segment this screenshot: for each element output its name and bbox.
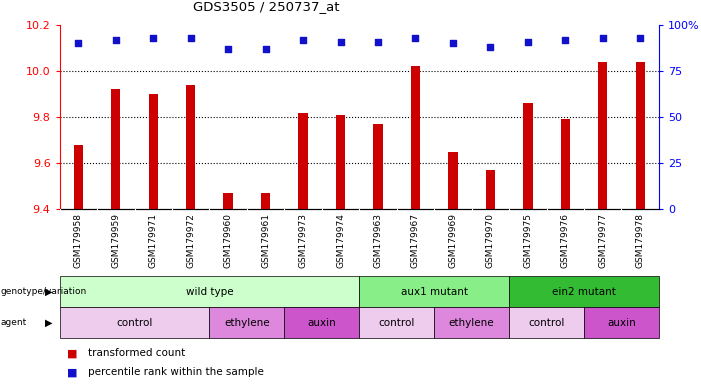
Text: GSM179970: GSM179970 — [486, 213, 495, 268]
Bar — [598, 62, 608, 209]
Point — [73, 40, 84, 46]
Text: auxin: auxin — [308, 318, 336, 328]
Bar — [359, 276, 509, 307]
Point — [297, 36, 308, 43]
Point — [110, 36, 121, 43]
Point — [522, 38, 533, 45]
Bar — [584, 307, 659, 338]
Text: GSM179973: GSM179973 — [299, 213, 308, 268]
Text: auxin: auxin — [607, 318, 636, 328]
Bar — [509, 276, 659, 307]
Text: ein2 mutant: ein2 mutant — [552, 287, 616, 297]
Text: percentile rank within the sample: percentile rank within the sample — [88, 367, 264, 377]
Bar — [636, 62, 645, 209]
Text: agent: agent — [1, 318, 27, 327]
Point — [185, 35, 196, 41]
Text: GSM179974: GSM179974 — [336, 213, 345, 268]
Bar — [486, 170, 495, 209]
Point — [222, 46, 233, 52]
Bar — [448, 152, 458, 209]
Point — [447, 40, 458, 46]
Text: GSM179961: GSM179961 — [261, 213, 270, 268]
Text: GSM179960: GSM179960 — [224, 213, 233, 268]
Text: GSM179972: GSM179972 — [186, 213, 195, 268]
Bar — [523, 103, 533, 209]
Text: GSM179978: GSM179978 — [636, 213, 645, 268]
Text: GSM179975: GSM179975 — [524, 213, 532, 268]
Point — [485, 44, 496, 50]
Point — [410, 35, 421, 41]
Bar — [74, 145, 83, 209]
Bar — [411, 66, 420, 209]
Bar — [509, 307, 584, 338]
Point — [634, 35, 646, 41]
Point — [597, 35, 608, 41]
Text: ▶: ▶ — [45, 287, 53, 297]
Text: control: control — [116, 318, 153, 328]
Text: control: control — [529, 318, 565, 328]
Bar — [285, 307, 359, 338]
Text: transformed count: transformed count — [88, 348, 185, 358]
Point — [148, 35, 159, 41]
Bar — [561, 119, 570, 209]
Text: ethylene: ethylene — [224, 318, 270, 328]
Text: GSM179958: GSM179958 — [74, 213, 83, 268]
Text: aux1 mutant: aux1 mutant — [401, 287, 468, 297]
Text: control: control — [379, 318, 415, 328]
Text: GSM179971: GSM179971 — [149, 213, 158, 268]
Text: ■: ■ — [67, 348, 77, 358]
Text: GSM179976: GSM179976 — [561, 213, 570, 268]
Bar — [299, 113, 308, 209]
Text: wild type: wild type — [186, 287, 233, 297]
Bar — [359, 307, 434, 338]
Bar — [111, 89, 121, 209]
Bar — [261, 193, 271, 209]
Point — [260, 46, 271, 52]
Point — [559, 36, 571, 43]
Text: genotype/variation: genotype/variation — [1, 287, 87, 296]
Bar — [336, 115, 345, 209]
Bar — [60, 307, 210, 338]
Text: GSM179959: GSM179959 — [111, 213, 121, 268]
Bar — [60, 276, 359, 307]
Bar — [374, 124, 383, 209]
Text: GDS3505 / 250737_at: GDS3505 / 250737_at — [193, 0, 339, 13]
Bar — [434, 307, 509, 338]
Text: GSM179977: GSM179977 — [598, 213, 607, 268]
Point — [335, 38, 346, 45]
Bar — [224, 193, 233, 209]
Text: GSM179963: GSM179963 — [374, 213, 383, 268]
Text: ■: ■ — [67, 367, 77, 377]
Point — [372, 38, 383, 45]
Text: GSM179967: GSM179967 — [411, 213, 420, 268]
Text: ethylene: ethylene — [449, 318, 494, 328]
Bar — [186, 85, 196, 209]
Text: ▶: ▶ — [45, 318, 53, 328]
Bar — [149, 94, 158, 209]
Bar — [210, 307, 285, 338]
Text: GSM179969: GSM179969 — [449, 213, 458, 268]
